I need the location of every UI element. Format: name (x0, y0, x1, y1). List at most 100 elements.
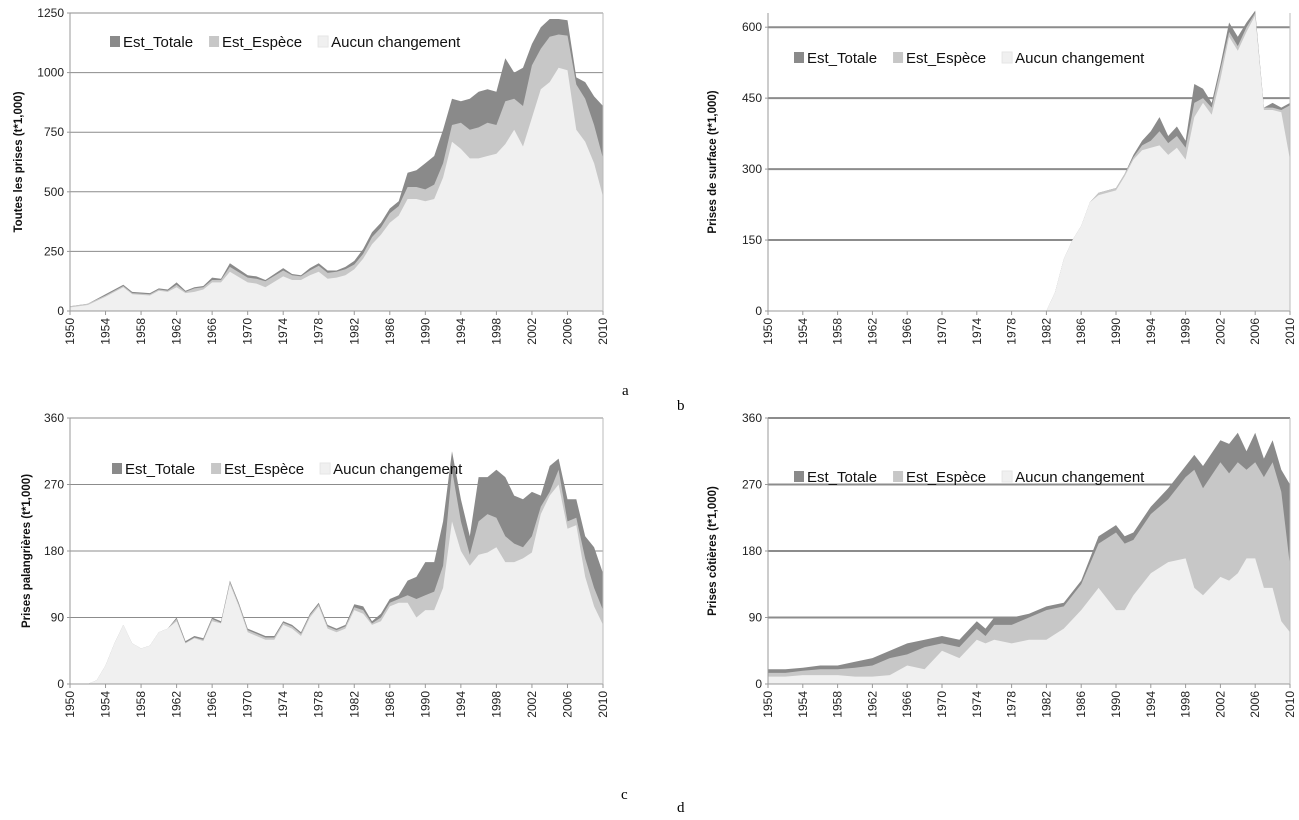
panel-letter-c: c (621, 787, 628, 803)
y-tick-label-d-2: 180 (742, 544, 762, 558)
x-tick-label-c-7: 1978 (312, 691, 326, 718)
x-tick-label-b-15: 2010 (1283, 318, 1297, 345)
x-tick-label-a-5: 1970 (241, 318, 255, 345)
x-tick-label-a-11: 1994 (454, 318, 468, 345)
x-tick-label-a-15: 2010 (596, 318, 610, 345)
x-tick-label-c-4: 1966 (205, 691, 219, 718)
legend-swatch-d-0 (794, 471, 804, 482)
x-tick-label-d-3: 1962 (865, 691, 879, 718)
legend-label-d-2: Aucun changement (1015, 469, 1145, 486)
x-tick-label-a-2: 1958 (134, 318, 148, 345)
x-tick-label-c-14: 2006 (560, 691, 574, 718)
x-tick-label-c-6: 1974 (276, 691, 290, 718)
x-tick-label-d-7: 1978 (1005, 691, 1019, 718)
legend-swatch-b-2 (1001, 51, 1013, 64)
x-tick-label-d-5: 1970 (935, 691, 949, 718)
x-tick-label-a-4: 1966 (205, 318, 219, 345)
x-tick-label-a-0: 1950 (63, 318, 77, 345)
y-tick-label-a-2: 500 (44, 185, 64, 199)
legend-swatch-a-1 (209, 36, 220, 47)
legend-label-b-1: Est_Espèce (906, 50, 986, 67)
y-tick-label-a-5: 1250 (37, 6, 64, 20)
y-tick-label-c-1: 90 (51, 611, 65, 625)
chart-panel-d: 0 90 180 270 360 1950 1954 1958 1962 1966 1970 1974… (707, 411, 1297, 718)
legend-label-c-2: Aucun changement (333, 461, 463, 478)
legend-b: Est_Totale Est_Espèce Aucun changement (794, 50, 1145, 67)
y-tick-label-a-3: 750 (44, 125, 64, 139)
panel-letter-b: b (677, 398, 685, 414)
y-axis-label-d: Prises côtières (t*1,000) (707, 486, 719, 616)
y-tick-label-a-0: 0 (57, 304, 64, 318)
area-d-aucun-changement (768, 558, 1290, 684)
area-a-aucun-changement (70, 67, 603, 311)
legend-swatch-b-1 (893, 52, 904, 63)
x-tick-label-a-8: 1982 (347, 318, 361, 345)
legend-swatch-d-2 (1001, 470, 1013, 483)
legend-swatch-c-1 (211, 463, 222, 474)
legend-label-c-1: Est_Espèce (224, 461, 304, 478)
y-tick-label-a-4: 1000 (37, 66, 64, 80)
x-tick-label-a-12: 1998 (489, 318, 503, 345)
x-tick-label-d-8: 1982 (1039, 691, 1053, 718)
x-tick-label-b-7: 1978 (1005, 318, 1019, 345)
x-tick-label-a-14: 2006 (560, 318, 574, 345)
panel-letter-a: a (622, 383, 629, 399)
x-tick-label-c-12: 1998 (489, 691, 503, 718)
x-tick-label-d-13: 2002 (1213, 691, 1227, 718)
legend-swatch-d-1 (893, 471, 904, 482)
x-tick-label-a-9: 1986 (383, 318, 397, 345)
y-tick-label-c-0: 0 (57, 677, 64, 691)
legend-label-d-1: Est_Espèce (906, 469, 986, 486)
y-tick-label-c-3: 270 (44, 478, 64, 492)
y-tick-label-b-0: 0 (755, 304, 762, 318)
y-axis-label-c: Prises palangrières (t*1,000) (21, 474, 33, 628)
x-tick-label-c-8: 1982 (347, 691, 361, 718)
x-tick-label-b-10: 1990 (1109, 318, 1123, 345)
x-tick-label-c-13: 2002 (525, 691, 539, 718)
x-tick-label-b-13: 2002 (1213, 318, 1227, 345)
x-tick-label-a-13: 2002 (525, 318, 539, 345)
y-axis-label-b: Prises de surface (t*1,000) (707, 90, 719, 233)
x-tick-label-d-6: 1974 (970, 691, 984, 718)
legend-label-d-0: Est_Totale (807, 469, 877, 486)
y-tick-label-d-1: 90 (749, 611, 763, 625)
x-tick-label-d-15: 2010 (1283, 691, 1297, 718)
x-tick-label-c-9: 1986 (383, 691, 397, 718)
y-tick-label-c-4: 360 (44, 411, 64, 425)
legend-label-a-1: Est_Espèce (222, 34, 302, 51)
y-tick-label-b-2: 300 (742, 162, 762, 176)
legend-label-b-2: Aucun changement (1015, 50, 1145, 67)
x-tick-label-a-10: 1990 (418, 318, 432, 345)
x-tick-label-b-14: 2006 (1248, 318, 1262, 345)
x-tick-label-b-5: 1970 (935, 318, 949, 345)
x-tick-label-c-15: 2010 (596, 691, 610, 718)
x-tick-label-d-1: 1954 (796, 691, 810, 718)
chart-panel-a: 0 250 500 750 1000 1250 1950 1954 1958 1962 1966 19… (13, 6, 610, 345)
legend-d: Est_Totale Est_Espèce Aucun changement (794, 469, 1145, 486)
legend-label-b-0: Est_Totale (807, 50, 877, 67)
x-tick-label-c-1: 1954 (99, 691, 113, 718)
x-tick-label-d-10: 1990 (1109, 691, 1123, 718)
legend-label-c-0: Est_Totale (125, 461, 195, 478)
y-tick-label-b-4: 600 (742, 20, 762, 34)
x-tick-label-b-11: 1994 (1144, 318, 1158, 345)
x-tick-label-c-2: 1958 (134, 691, 148, 718)
x-tick-label-d-9: 1986 (1074, 691, 1088, 718)
x-tick-label-b-1: 1954 (796, 318, 810, 345)
x-tick-label-b-2: 1958 (831, 318, 845, 345)
chart-panel-c: 0 90 180 270 360 1950 1954 1958 1962 1966 1970 1974… (21, 411, 610, 718)
area-b-aucun-changement (768, 15, 1290, 312)
x-tick-label-b-9: 1986 (1074, 318, 1088, 345)
x-tick-label-d-11: 1994 (1144, 691, 1158, 718)
y-tick-label-b-1: 150 (742, 233, 762, 247)
x-tick-label-a-7: 1978 (312, 318, 326, 345)
x-tick-label-b-0: 1950 (761, 318, 775, 345)
legend-swatch-c-2 (319, 462, 331, 475)
y-axis-label-a: Toutes les prises (t*1,000) (13, 91, 25, 232)
legend-swatch-a-2 (317, 35, 329, 48)
x-tick-label-c-0: 1950 (63, 691, 77, 718)
y-tick-label-c-2: 180 (44, 544, 64, 558)
legend-swatch-c-0 (112, 463, 122, 474)
x-tick-label-c-11: 1994 (454, 691, 468, 718)
